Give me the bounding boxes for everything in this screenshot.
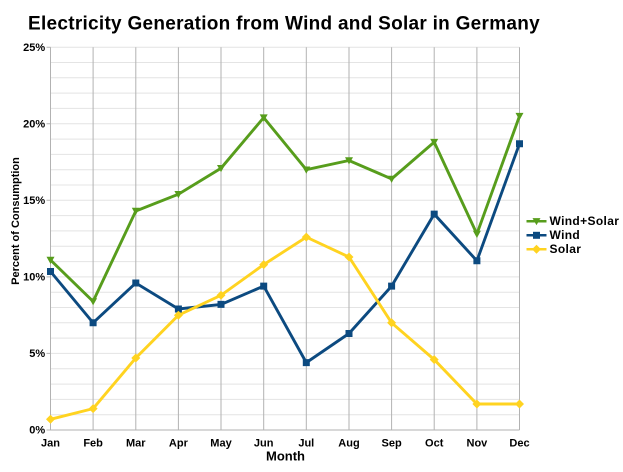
svg-text:Sep: Sep <box>382 438 402 450</box>
svg-text:Wind+Solar: Wind+Solar <box>550 214 620 228</box>
svg-text:0%: 0% <box>29 425 45 437</box>
svg-text:Jan: Jan <box>41 438 60 450</box>
svg-text:Aug: Aug <box>338 438 359 450</box>
svg-text:15%: 15% <box>23 195 45 207</box>
svg-text:Apr: Apr <box>169 438 189 450</box>
svg-text:Nov: Nov <box>467 438 489 450</box>
svg-text:25%: 25% <box>23 42 45 54</box>
svg-text:Month: Month <box>266 449 305 464</box>
svg-text:10%: 10% <box>23 272 45 284</box>
svg-text:Oct: Oct <box>425 438 444 450</box>
svg-text:Jul: Jul <box>298 438 314 450</box>
svg-text:May: May <box>210 438 232 450</box>
svg-text:Electricity Generation from Wi: Electricity Generation from Wind and Sol… <box>28 13 540 34</box>
svg-text:Feb: Feb <box>83 438 103 450</box>
svg-text:Jun: Jun <box>254 438 274 450</box>
svg-text:5%: 5% <box>29 348 45 360</box>
svg-text:Solar: Solar <box>550 242 582 256</box>
svg-text:Dec: Dec <box>509 438 529 450</box>
svg-text:Mar: Mar <box>126 438 146 450</box>
svg-text:Wind: Wind <box>550 228 581 242</box>
svg-text:20%: 20% <box>23 118 45 130</box>
svg-text:Percent of Consumption: Percent of Consumption <box>10 157 22 285</box>
